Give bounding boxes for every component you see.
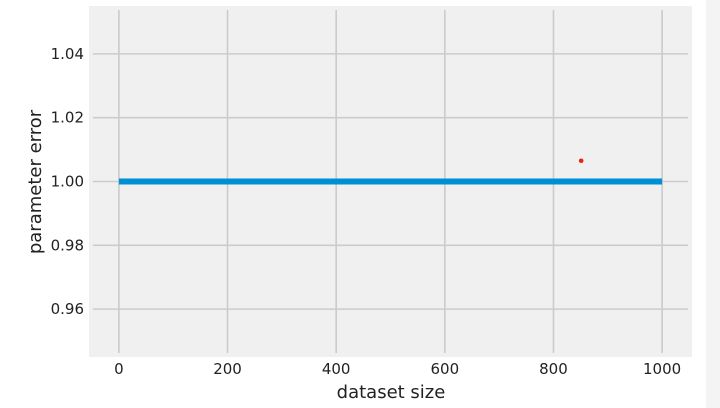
y-tick-label: 1.04: [51, 45, 84, 63]
scatter-point: [578, 158, 584, 164]
x-tick-label: 0: [114, 360, 124, 378]
x-tick-label: 200: [213, 360, 242, 378]
y-tick-label: 0.96: [51, 300, 84, 318]
y-axis-label: parameter error: [25, 109, 46, 254]
y-tick-labels: 0.96 0.98 1.00 1.02 1.04: [51, 45, 84, 318]
x-tick-label: 800: [539, 360, 568, 378]
series-layer: [118, 158, 663, 185]
y-tick-label: 1.00: [51, 173, 84, 191]
x-tick-label: 1000: [643, 360, 681, 378]
y-tick-label: 1.02: [51, 109, 84, 127]
right-edge-strip: [706, 0, 720, 408]
x-tick-label: 400: [322, 360, 351, 378]
x-tick-labels: 0 200 400 600 800 1000: [114, 360, 681, 378]
x-tick-label: 600: [431, 360, 460, 378]
y-tick-label: 0.98: [51, 236, 84, 254]
x-axis-label: dataset size: [337, 382, 446, 403]
